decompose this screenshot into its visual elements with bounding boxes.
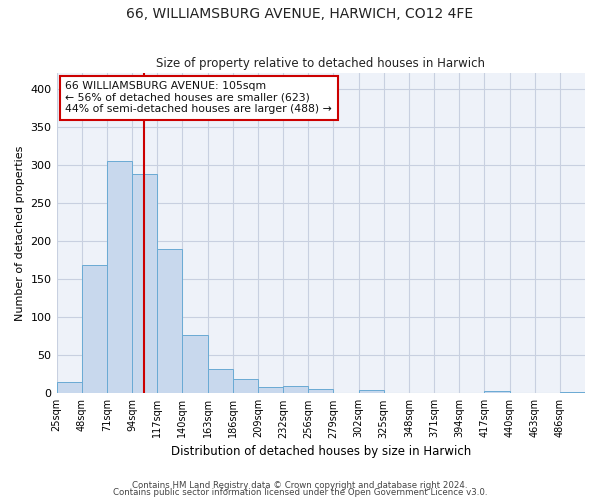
Y-axis label: Number of detached properties: Number of detached properties (15, 146, 25, 321)
Bar (283, 386, 308, 394)
Bar (308, 388, 334, 394)
Text: Contains public sector information licensed under the Open Government Licence v3: Contains public sector information licen… (113, 488, 487, 497)
Bar (233, 379, 258, 394)
Bar (56, 382, 82, 394)
Bar (157, 248, 182, 394)
Bar (132, 174, 157, 394)
Bar (208, 369, 233, 394)
X-axis label: Distribution of detached houses by size in Harwich: Distribution of detached houses by size … (170, 444, 471, 458)
Text: Contains HM Land Registry data © Crown copyright and database right 2024.: Contains HM Land Registry data © Crown c… (132, 480, 468, 490)
Bar (484, 391, 509, 394)
Bar (107, 161, 132, 394)
Bar (359, 390, 383, 394)
Bar (182, 334, 208, 394)
Text: 66 WILLIAMSBURG AVENUE: 105sqm
← 56% of detached houses are smaller (623)
44% of: 66 WILLIAMSBURG AVENUE: 105sqm ← 56% of … (65, 81, 332, 114)
Text: 66, WILLIAMSBURG AVENUE, HARWICH, CO12 4FE: 66, WILLIAMSBURG AVENUE, HARWICH, CO12 4… (127, 8, 473, 22)
Bar (560, 392, 585, 394)
Bar (82, 266, 107, 394)
Title: Size of property relative to detached houses in Harwich: Size of property relative to detached ho… (156, 56, 485, 70)
Bar (258, 387, 283, 394)
